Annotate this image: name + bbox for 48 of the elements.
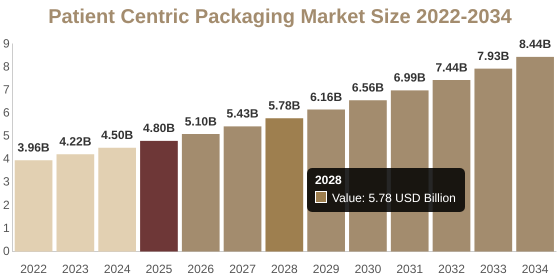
data-label: 5.43B (226, 106, 259, 121)
y-tick-label: 7 (2, 82, 10, 96)
data-label: 7.44B (436, 60, 468, 74)
y-tick-label: 2 (2, 198, 10, 212)
data-label: 6.99B (394, 70, 426, 85)
y-tick-label: 4 (2, 152, 10, 166)
y-tick-label: 1 (2, 220, 10, 235)
y-tick-label: 6 (2, 106, 10, 120)
data-label: 4.22B (59, 134, 92, 149)
y-tick-label: 3 (2, 174, 10, 189)
chart-title: Patient Centric Packaging Market Size 2022-2034 (47, 5, 513, 30)
bar (56, 154, 94, 252)
data-label: 7.93B (477, 48, 510, 63)
x-tick-label: 2025 (146, 262, 173, 276)
x-tick-label: 2029 (312, 262, 340, 276)
data-label: 8.44B (519, 37, 552, 52)
data-label: 5.78B (268, 98, 301, 113)
x-tick-label: 2030 (354, 262, 382, 276)
bar (474, 68, 512, 252)
x-tick-label: 2023 (62, 262, 90, 276)
y-tick-label: 9 (2, 36, 10, 50)
bar (14, 160, 52, 252)
bar (140, 140, 178, 252)
y-tick-label: 0 (2, 244, 10, 258)
annotation: 2028 (315, 173, 343, 187)
data-label: 6.56B (352, 80, 384, 95)
x-tick-label: 2032 (438, 262, 466, 276)
bar (265, 118, 304, 252)
x-tick-label: 2031 (396, 262, 424, 276)
data-label: 5.10B (184, 114, 218, 128)
data-label: 4.50B (101, 128, 134, 142)
bar (182, 134, 220, 252)
x-tick-label: 2027 (229, 262, 256, 276)
y-tick-label: 5 (2, 128, 10, 143)
data-label: 6.16B (310, 90, 342, 104)
bar (224, 126, 262, 252)
annotation: Value: 5.78 USD Billion (332, 191, 456, 205)
y-tick-label: 8 (2, 59, 10, 74)
x-tick-label: 2026 (187, 262, 214, 276)
x-tick-label: 2033 (480, 262, 507, 276)
bar (98, 148, 136, 252)
x-tick-label: 2024 (104, 262, 131, 276)
x-tick-label: 2034 (522, 262, 549, 276)
x-tick-label: 2028 (270, 262, 298, 276)
data-label: 4.80B (142, 121, 176, 136)
bar (516, 56, 554, 252)
data-label: 3.96B (18, 140, 50, 155)
x-tick-label: 2022 (20, 262, 48, 276)
